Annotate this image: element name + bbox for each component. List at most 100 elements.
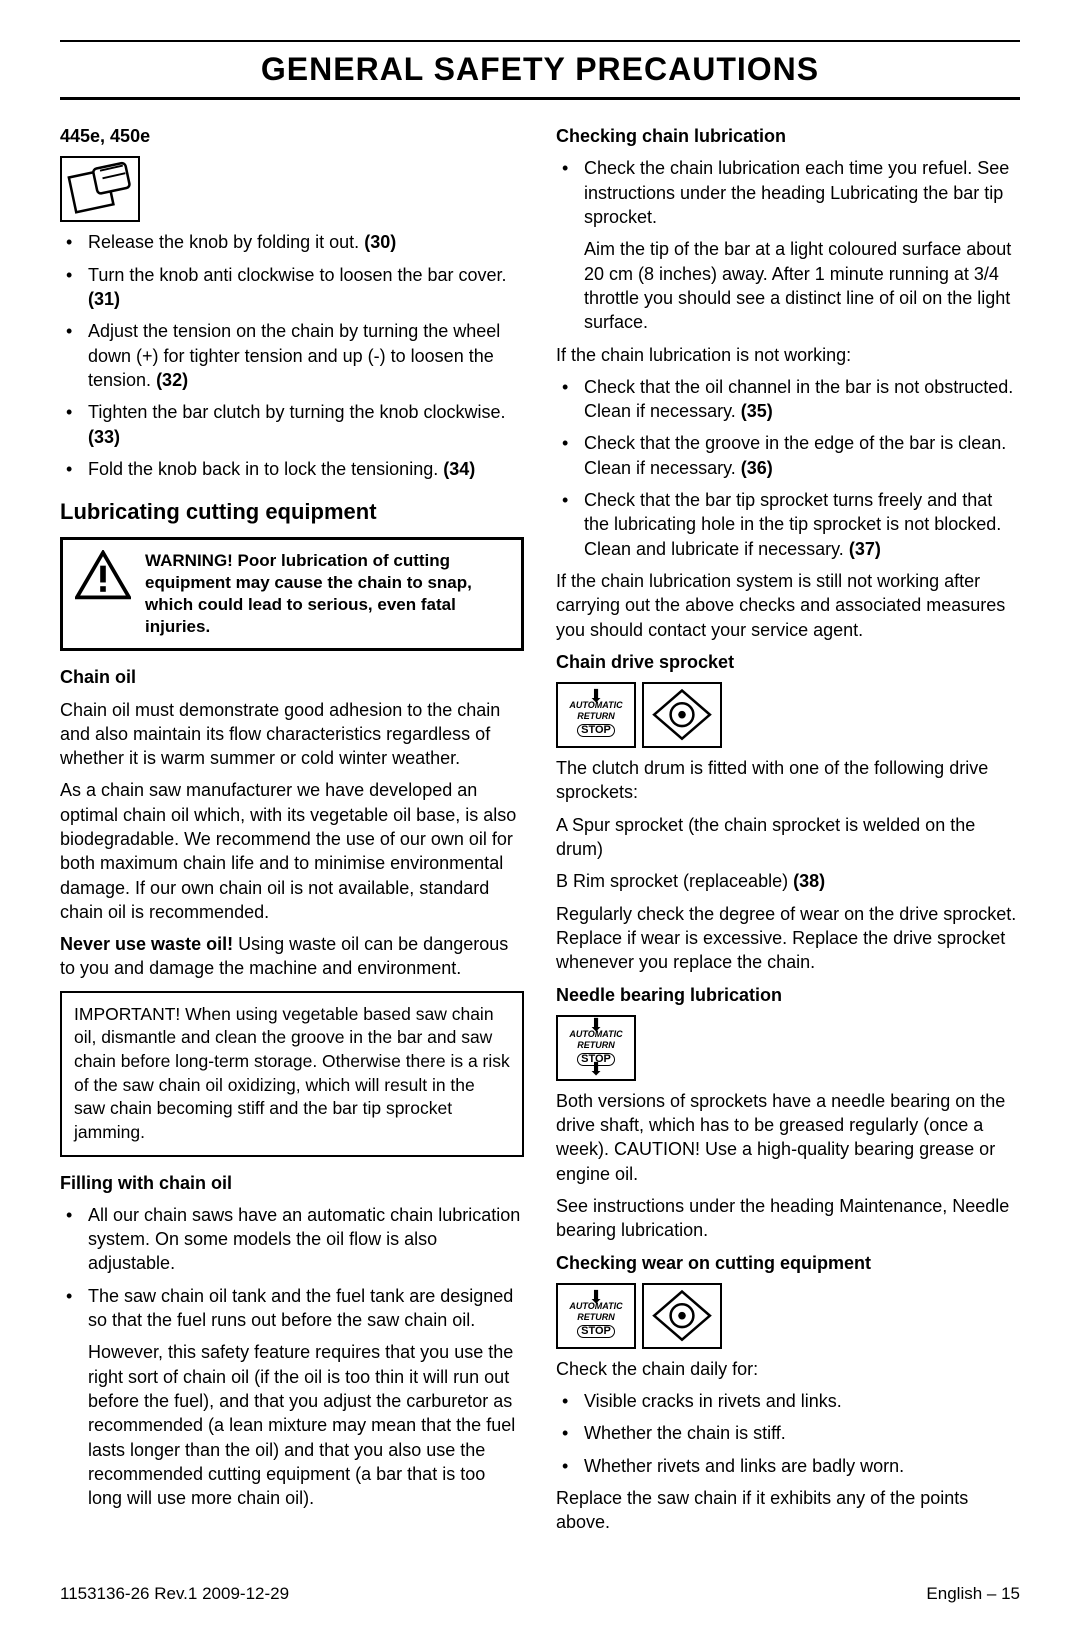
list-item: Whether the chain is stiff. — [556, 1421, 1020, 1445]
list-item: All our chain saws have an automatic cha… — [60, 1203, 524, 1276]
sprocket-icon — [642, 682, 722, 748]
wear-icons: ⬇ AUTOMATIC RETURN STOP — [556, 1283, 1020, 1349]
filling-heading: Filling with chain oil — [60, 1171, 524, 1195]
knob-icon — [60, 156, 140, 222]
needle-bearing-heading: Needle bearing lubrication — [556, 983, 1020, 1007]
nw-text: Check that the oil channel in the bar is… — [584, 377, 1013, 421]
return-label: RETURN — [577, 1040, 615, 1050]
list-item: Tighten the bar clutch by turning the kn… — [60, 400, 524, 449]
footer-right: English – 15 — [926, 1583, 1020, 1606]
check-b1: Check the chain lubrication each time yo… — [584, 158, 1009, 227]
step-ref: (33) — [88, 427, 120, 447]
cds-b-text: B Rim sprocket (replaceable) — [556, 871, 788, 891]
checking-lube-list: Check the chain lubrication each time yo… — [556, 156, 1020, 334]
list-item: Release the knob by folding it out. (30) — [60, 230, 524, 254]
chain-oil-p1: Chain oil must demonstrate good adhesion… — [60, 698, 524, 771]
still-not-working: If the chain lubrication system is still… — [556, 569, 1020, 642]
nbl-p2: See instructions under the heading Maint… — [556, 1194, 1020, 1243]
nw-ref: (36) — [741, 458, 773, 478]
step-ref: (34) — [443, 459, 475, 479]
nw-ref: (35) — [741, 401, 773, 421]
sprocket-icon — [642, 1283, 722, 1349]
nw-text: Check that the groove in the edge of the… — [584, 433, 1006, 477]
cw-item: Visible cracks in rivets and links. — [584, 1391, 842, 1411]
checking-wear-heading: Checking wear on cutting equipment — [556, 1251, 1020, 1275]
list-item: Visible cracks in rivets and links. — [556, 1389, 1020, 1413]
step-ref: (30) — [364, 232, 396, 252]
cw-item: Whether the chain is stiff. — [584, 1423, 786, 1443]
fill-b1: All our chain saws have an automatic cha… — [88, 1205, 520, 1274]
list-item: Check that the bar tip sprocket turns fr… — [556, 488, 1020, 561]
cw-item: Whether rivets and links are badly worn. — [584, 1456, 904, 1476]
stop-icon: ⬇ AUTOMATIC RETURN STOP — [569, 1294, 622, 1338]
nbl-p1: Both versions of sprockets have a needle… — [556, 1089, 1020, 1186]
step-text: Fold the knob back in to lock the tensio… — [88, 459, 438, 479]
nw-text: Check that the bar tip sprocket turns fr… — [584, 490, 1001, 559]
cw-intro: Check the chain daily for: — [556, 1357, 1020, 1381]
important-text: IMPORTANT! When using vegetable based sa… — [74, 1004, 510, 1142]
knob-svg — [62, 158, 138, 221]
sprocket-icons: ⬇ AUTOMATIC RETURN STOP — [556, 682, 1020, 748]
never-waste-oil: Never use waste oil! Using waste oil can… — [60, 932, 524, 981]
list-item: The saw chain oil tank and the fuel tank… — [60, 1284, 524, 1511]
cds-a: A Spur sprocket (the chain sprocket is w… — [556, 813, 1020, 862]
warning-text: WARNING! Poor lubrication of cutting equ… — [145, 550, 509, 638]
list-item: Check the chain lubrication each time yo… — [556, 156, 1020, 334]
step-ref: (31) — [88, 289, 120, 309]
top-rule — [60, 40, 1020, 42]
return-label: RETURN — [577, 711, 615, 721]
never-bold: Never use waste oil! — [60, 934, 233, 954]
cds-b-ref: (38) — [793, 871, 825, 891]
cw-out: Replace the saw chain if it exhibits any… — [556, 1486, 1020, 1535]
list-item: Turn the knob anti clockwise to loosen t… — [60, 263, 524, 312]
list-item: Check that the groove in the edge of the… — [556, 431, 1020, 480]
fill-b2-sub: However, this safety feature requires th… — [88, 1340, 524, 1510]
step-text: Tighten the bar clutch by turning the kn… — [88, 402, 506, 422]
stop-icon: ⬇ AUTOMATIC RETURN STOP ⬇ — [569, 1022, 622, 1073]
not-working-intro: If the chain lubrication is not working: — [556, 343, 1020, 367]
cds-p2: Regularly check the degree of wear on th… — [556, 902, 1020, 975]
cds-b: B Rim sprocket (replaceable) (38) — [556, 869, 1020, 893]
filling-list: All our chain saws have an automatic cha… — [60, 1203, 524, 1511]
stop-label: STOP — [577, 724, 615, 737]
fill-b2: The saw chain oil tank and the fuel tank… — [88, 1286, 513, 1330]
model-heading: 445e, 450e — [60, 124, 524, 148]
list-item: Whether rivets and links are badly worn. — [556, 1454, 1020, 1478]
step-text: Turn the knob anti clockwise to loosen t… — [88, 265, 507, 285]
tension-steps-list: Release the knob by folding it out. (30)… — [60, 230, 524, 481]
checking-lube-heading: Checking chain lubrication — [556, 124, 1020, 148]
chain-oil-heading: Chain oil — [60, 665, 524, 689]
wear-list: Visible cracks in rivets and links. Whet… — [556, 1389, 1020, 1478]
page-footer: 1153136-26 Rev.1 2009-12-29 English – 15 — [60, 1583, 1020, 1606]
warning-icon — [75, 550, 131, 600]
auto-label: AUTOMATIC — [569, 1301, 622, 1311]
stop-icon-box: ⬇ AUTOMATIC RETURN STOP ⬇ — [556, 1015, 636, 1081]
stop-icon: ⬇ AUTOMATIC RETURN STOP — [569, 693, 622, 737]
step-text: Adjust the tension on the chain by turni… — [88, 321, 500, 390]
cds-p1: The clutch drum is fitted with one of th… — [556, 756, 1020, 805]
lubricating-heading: Lubricating cutting equipment — [60, 497, 524, 527]
list-item: Check that the oil channel in the bar is… — [556, 375, 1020, 424]
list-item: Adjust the tension on the chain by turni… — [60, 319, 524, 392]
not-working-list: Check that the oil channel in the bar is… — [556, 375, 1020, 561]
right-column: Checking chain lubrication Check the cha… — [556, 118, 1020, 1542]
warning-box: WARNING! Poor lubrication of cutting equ… — [60, 537, 524, 651]
stop-icon-box: ⬇ AUTOMATIC RETURN STOP — [556, 1283, 636, 1349]
important-box: IMPORTANT! When using vegetable based sa… — [60, 991, 524, 1157]
footer-left: 1153136-26 Rev.1 2009-12-29 — [60, 1583, 289, 1606]
two-column-layout: 445e, 450e Release the knob by folding i… — [60, 118, 1020, 1542]
needle-bearing-icon-row: ⬇ AUTOMATIC RETURN STOP ⬇ — [556, 1015, 1020, 1081]
auto-label: AUTOMATIC — [569, 1029, 622, 1039]
return-label: RETURN — [577, 1312, 615, 1322]
nw-ref: (37) — [849, 539, 881, 559]
stop-label: STOP — [577, 1325, 615, 1338]
step-ref: (32) — [156, 370, 188, 390]
check-b1-sub: Aim the tip of the bar at a light colour… — [584, 237, 1020, 334]
step-text: Release the knob by folding it out. — [88, 232, 359, 252]
chain-oil-p2: As a chain saw manufacturer we have deve… — [60, 778, 524, 924]
left-column: 445e, 450e Release the knob by folding i… — [60, 118, 524, 1542]
auto-label: AUTOMATIC — [569, 700, 622, 710]
page-title: GENERAL SAFETY PRECAUTIONS — [60, 48, 1020, 91]
chain-drive-sprocket-heading: Chain drive sprocket — [556, 650, 1020, 674]
title-underline — [60, 97, 1020, 100]
